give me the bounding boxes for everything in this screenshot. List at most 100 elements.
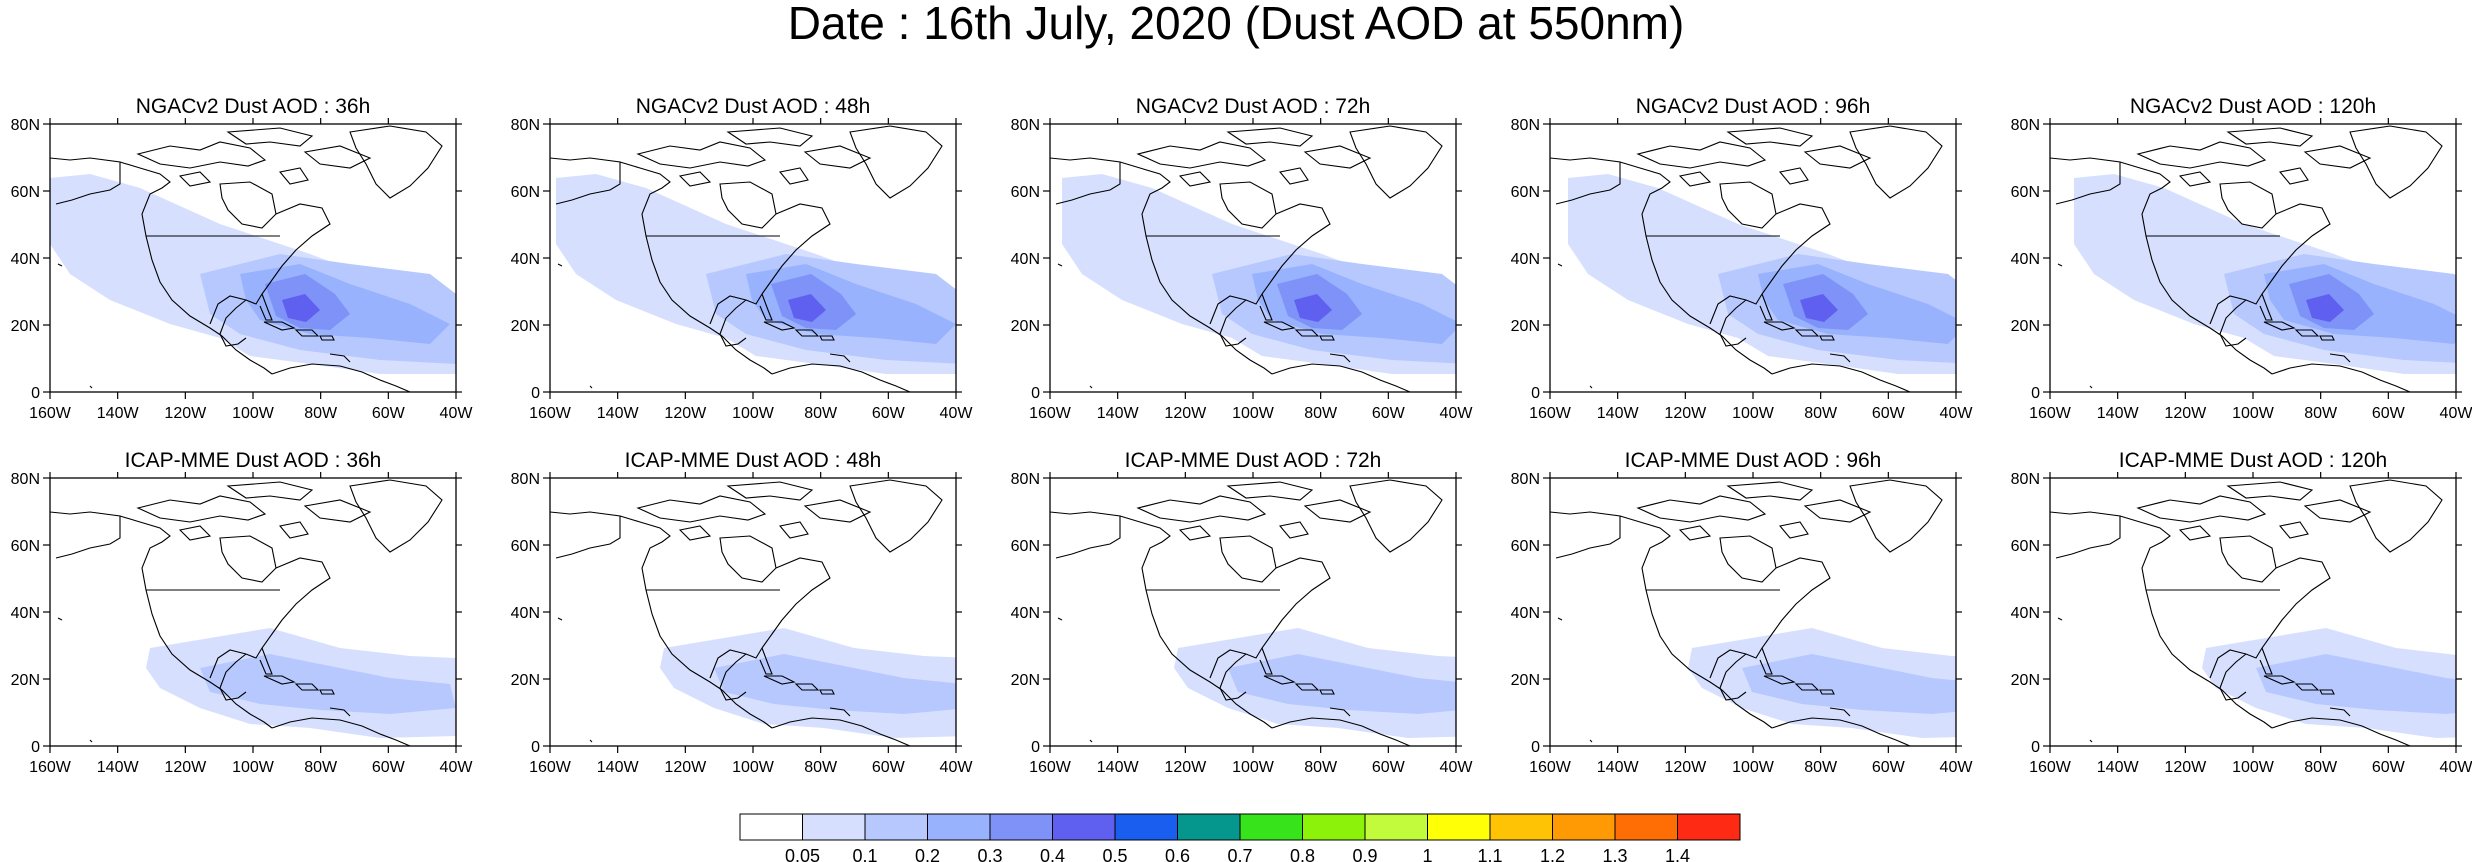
x-tick-label: 160W <box>2029 759 2072 776</box>
x-tick-label: 40W <box>440 759 474 776</box>
x-tick-label: 80W <box>804 405 838 422</box>
y-tick-label: 20N <box>2011 318 2040 335</box>
y-tick-label: 60N <box>2011 538 2040 555</box>
colorbar-swatch <box>1489 813 1553 841</box>
colorbar-swatch <box>1364 813 1428 841</box>
colorbar-label: 0.2 <box>915 846 940 862</box>
y-tick-label: 40N <box>11 605 40 622</box>
x-tick-label: 40W <box>2440 405 2472 422</box>
y-tick-label: 40N <box>2011 605 2040 622</box>
x-tick-label: 120W <box>664 759 707 776</box>
y-tick-label: 0 <box>1531 385 1540 402</box>
x-tick-label: 120W <box>2164 405 2207 422</box>
x-tick-label: 40W <box>1440 759 1474 776</box>
colorbar-label: 0.4 <box>1040 846 1065 862</box>
panel-title: ICAP-MME Dust AOD : 120h <box>2119 449 2387 472</box>
x-tick-label: 80W <box>304 759 338 776</box>
panel-title: NGACv2 Dust AOD : 36h <box>136 95 371 118</box>
x-tick-label: 160W <box>1029 405 1072 422</box>
x-tick-label: 80W <box>1804 405 1838 422</box>
x-tick-label: 60W <box>1872 759 1906 776</box>
x-tick-label: 60W <box>1372 759 1406 776</box>
x-tick-label: 140W <box>597 405 640 422</box>
colorbar-label: 1 <box>1422 846 1432 862</box>
y-tick-label: 20N <box>11 318 40 335</box>
y-tick-label: 40N <box>11 251 40 268</box>
y-tick-label: 80N <box>11 471 40 488</box>
x-tick-label: 140W <box>1597 405 1640 422</box>
y-tick-label: 20N <box>1011 672 1040 689</box>
x-tick-label: 160W <box>29 405 72 422</box>
x-tick-label: 80W <box>304 405 338 422</box>
panel-title: ICAP-MME Dust AOD : 72h <box>1125 449 1382 472</box>
y-tick-label: 60N <box>11 538 40 555</box>
y-tick-label: 60N <box>1011 184 1040 201</box>
x-tick-label: 100W <box>1732 405 1775 422</box>
y-tick-label: 40N <box>1511 251 1540 268</box>
map-panel: NGACv2 Dust AOD : 72h 160W 140W 120W 100W 80W… <box>1011 95 1474 422</box>
colorbar-label: 0.9 <box>1352 846 1377 862</box>
map-panel: ICAP-MME Dust AOD : 48h 160W 140W 120W 100W 8… <box>511 449 974 776</box>
map-panel: NGACv2 Dust AOD : 48h 160W 140W 120W 100W 80W… <box>511 95 974 422</box>
y-tick-label: 80N <box>1011 471 1040 488</box>
x-tick-label: 120W <box>1164 405 1207 422</box>
x-tick-label: 120W <box>1164 759 1207 776</box>
x-tick-label: 140W <box>1097 759 1140 776</box>
x-tick-label: 160W <box>1529 759 1572 776</box>
colorbar-label: 1.1 <box>1477 846 1502 862</box>
x-tick-label: 100W <box>232 405 275 422</box>
x-tick-label: 160W <box>29 759 72 776</box>
panel-title: NGACv2 Dust AOD : 48h <box>636 95 871 118</box>
x-tick-label: 60W <box>872 405 906 422</box>
colorbar-label: 1.2 <box>1540 846 1565 862</box>
x-tick-label: 140W <box>2097 405 2140 422</box>
x-tick-label: 120W <box>1664 759 1707 776</box>
x-tick-label: 160W <box>2029 405 2072 422</box>
y-tick-label: 0 <box>31 385 40 402</box>
colorbar-swatch <box>989 813 1053 841</box>
colorbar-label: 1.3 <box>1602 846 1627 862</box>
x-tick-label: 140W <box>97 759 140 776</box>
x-tick-label: 160W <box>1529 405 1572 422</box>
y-tick-label: 0 <box>31 739 40 756</box>
x-tick-label: 140W <box>2097 759 2140 776</box>
x-tick-label: 60W <box>1372 405 1406 422</box>
panel-title: ICAP-MME Dust AOD : 36h <box>125 449 382 472</box>
dust-aod-contour <box>1228 654 1456 714</box>
dust-aod-contour <box>1800 294 1838 322</box>
x-tick-label: 140W <box>597 759 640 776</box>
colorbar-label: 0.7 <box>1227 846 1252 862</box>
x-tick-label: 120W <box>1664 405 1707 422</box>
y-tick-label: 80N <box>11 117 40 134</box>
dust-aod-contour <box>788 294 826 322</box>
x-tick-label: 80W <box>2304 405 2338 422</box>
panel-title: NGACv2 Dust AOD : 72h <box>1136 95 1371 118</box>
y-tick-label: 0 <box>1031 739 1040 756</box>
x-tick-label: 40W <box>440 405 474 422</box>
x-tick-label: 80W <box>1304 759 1338 776</box>
dust-aod-contour <box>1294 294 1332 322</box>
x-tick-label: 80W <box>1304 405 1338 422</box>
map-panel: ICAP-MME Dust AOD : 120h 160W 140W 120W 100W… <box>2011 449 2472 776</box>
colorbar-swatch <box>1614 813 1678 841</box>
x-tick-label: 100W <box>732 405 775 422</box>
y-tick-label: 20N <box>11 672 40 689</box>
x-tick-label: 100W <box>1232 405 1275 422</box>
y-tick-label: 80N <box>511 471 540 488</box>
colorbar-label: 0.3 <box>977 846 1002 862</box>
panel-title: NGACv2 Dust AOD : 96h <box>1636 95 1871 118</box>
x-tick-label: 100W <box>2232 759 2275 776</box>
x-tick-label: 120W <box>164 759 207 776</box>
colorbar-swatch <box>1552 813 1616 841</box>
map-panel: NGACv2 Dust AOD : 96h 160W 140W 120W 100W 80W… <box>1511 95 1974 422</box>
y-tick-label: 60N <box>511 184 540 201</box>
y-tick-label: 0 <box>531 385 540 402</box>
y-tick-label: 40N <box>1511 605 1540 622</box>
x-tick-label: 40W <box>940 759 974 776</box>
y-tick-label: 20N <box>2011 672 2040 689</box>
y-tick-label: 40N <box>511 605 540 622</box>
y-tick-label: 0 <box>1531 739 1540 756</box>
x-tick-label: 100W <box>1732 759 1775 776</box>
dust-aod-contour <box>282 294 320 322</box>
y-tick-label: 40N <box>1011 251 1040 268</box>
